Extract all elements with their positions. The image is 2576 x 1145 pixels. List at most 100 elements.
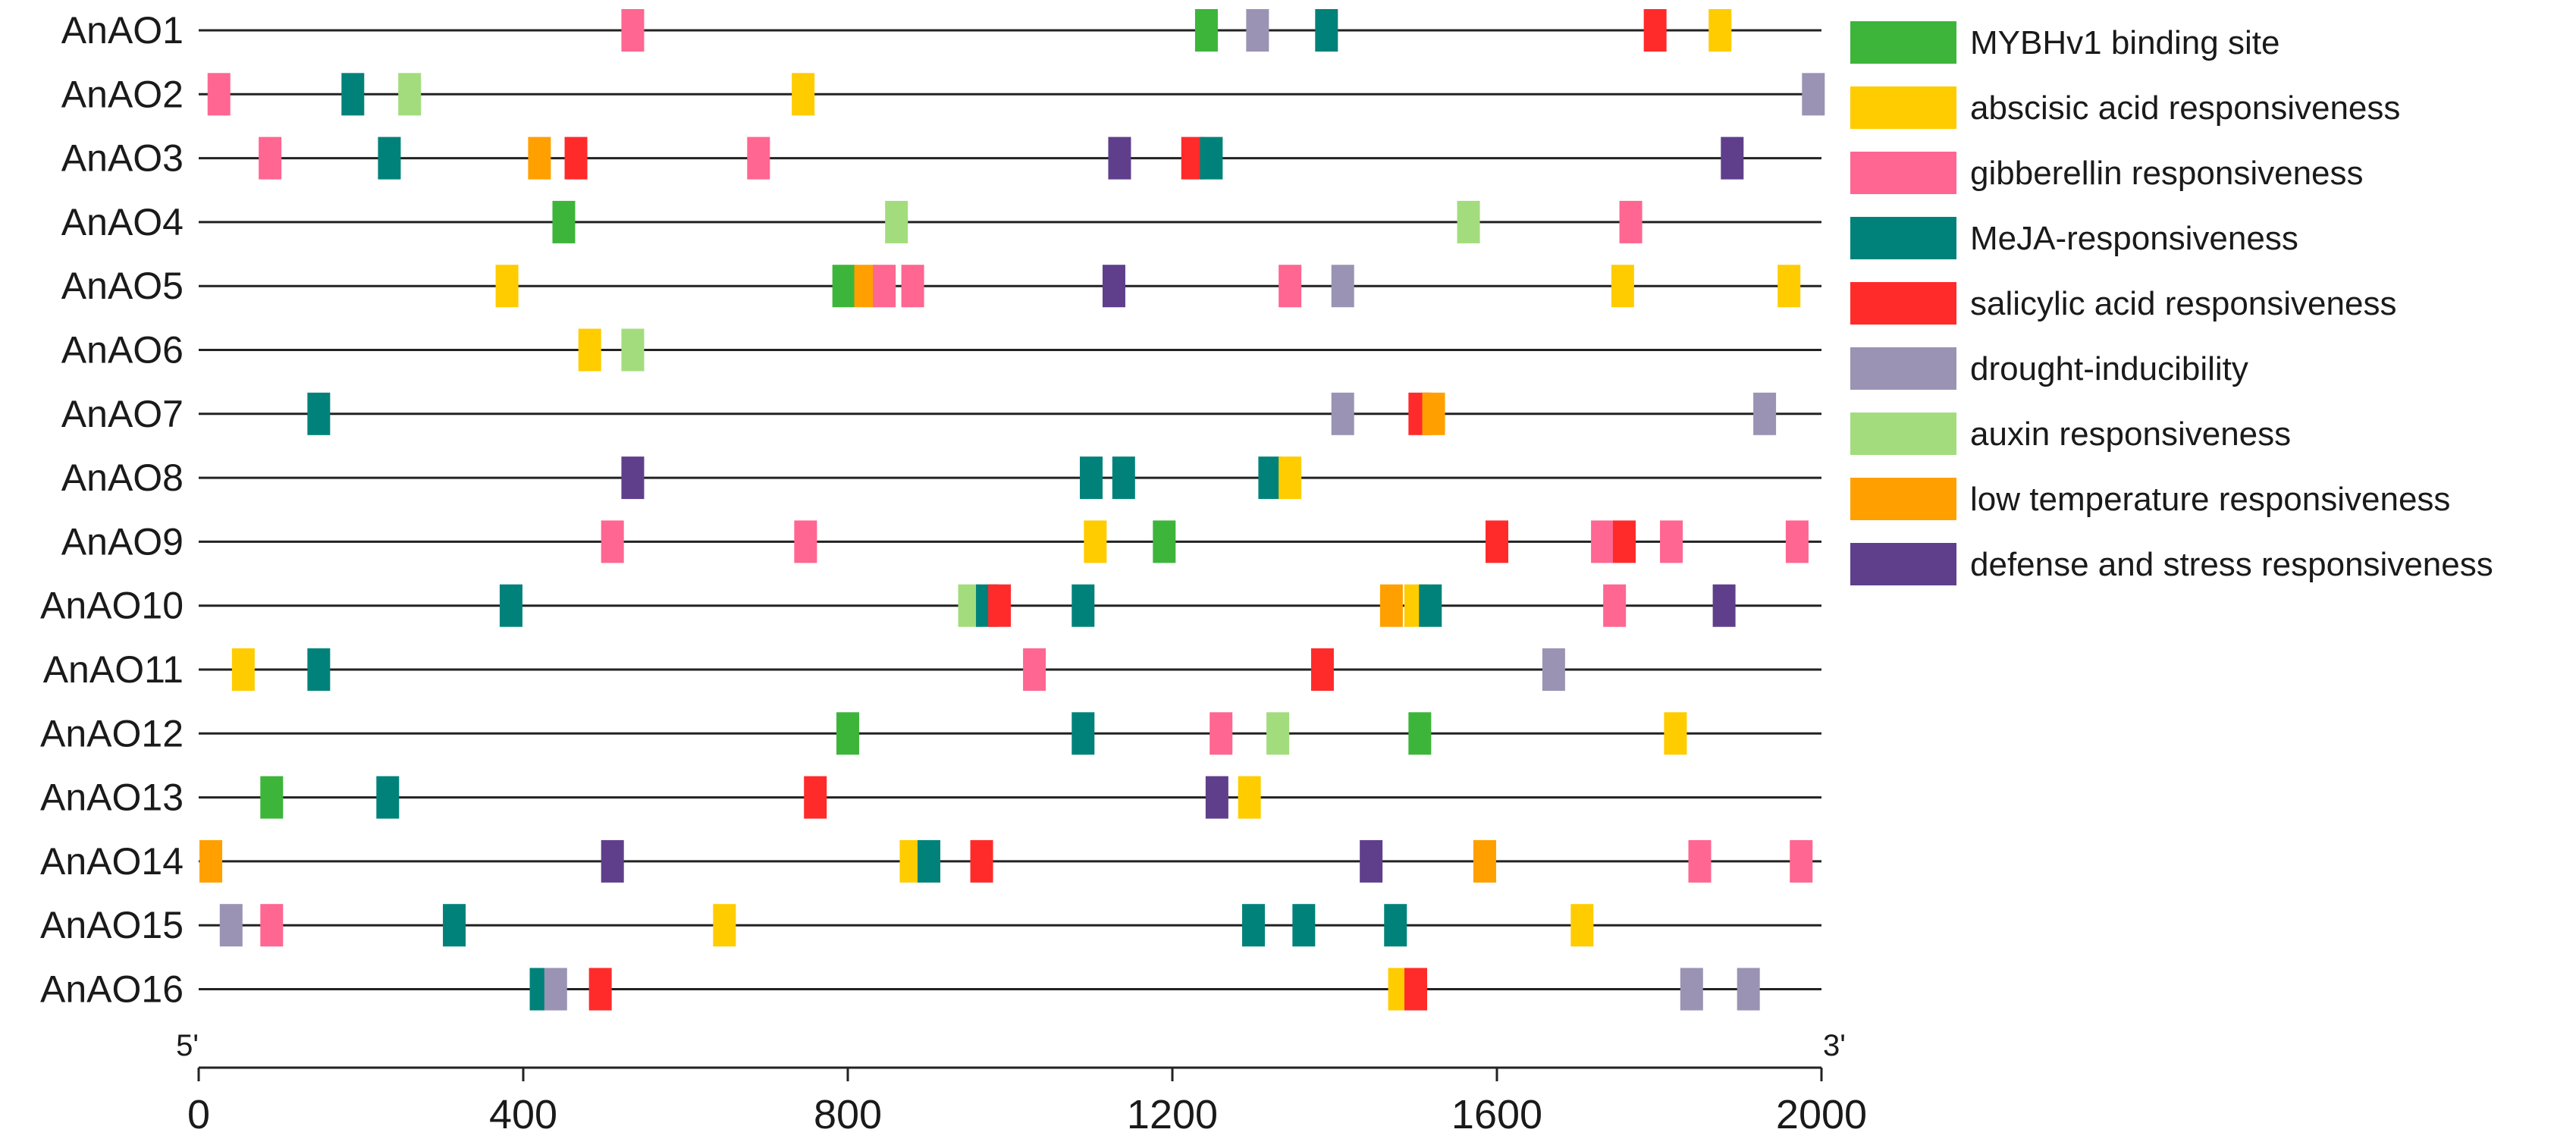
element-box-defense: defense @ 1445 (1360, 839, 1383, 883)
element-box-aba: aba @ 1105 (1084, 520, 1107, 563)
element-box-aba: aba @ 648 (713, 904, 736, 947)
element-box-drought: drought @ 1670 (1542, 648, 1565, 691)
element-box-ga: ga @ 880 (901, 265, 924, 308)
element-box-ga: ga @ 535 (621, 9, 645, 52)
element-box-mybhv1: mybhv1 @ 90 (260, 776, 284, 819)
legend-label: defense and stress responsiveness (1970, 546, 2493, 583)
element-box-meja: meja @ 1248 (1200, 136, 1223, 180)
element-box-sa: sa @ 1757 (1612, 520, 1636, 563)
element-box-ga: ga @ 1970 (1785, 520, 1809, 563)
element-box-aba: aba @ 1820 (1664, 712, 1687, 755)
element-box-meja: meja @ 1300 (1242, 904, 1265, 947)
element-box-ga: ga @ 1975 (1790, 839, 1813, 883)
legend-label: gibberellin responsiveness (1970, 155, 2364, 192)
gene-label: AnAO6 (61, 329, 184, 372)
element-box-sa: sa @ 1600 (1486, 520, 1508, 563)
legend-item-mybhv1: MYBHv1 binding site (1850, 21, 2279, 64)
element-box-auxin: auxin @ 535 (621, 328, 645, 372)
element-box-sa: sa @ 1385 (1310, 648, 1334, 691)
element-box-drought: drought @ 1990 (1802, 73, 1825, 116)
element-box-drought: drought @ 1910 (1737, 968, 1760, 1011)
gene-label: AnAO1 (61, 9, 184, 52)
legend-swatch (1850, 21, 1956, 64)
gene-row-anao5: AnAO5aba @ 380mybhv1 @ 795lowtemp @ 822g… (61, 265, 1821, 308)
element-box-meja: meja @ 385 (499, 584, 522, 627)
element-box-mybhv1: mybhv1 @ 1190 (1153, 520, 1176, 563)
element-box-drought: drought @ 1410 (1331, 392, 1354, 435)
gene-label: AnAO16 (40, 968, 184, 1011)
element-box-auxin: auxin @ 1330 (1266, 712, 1290, 755)
legend-item-lowtemp: low temperature responsiveness (1850, 478, 2450, 520)
gene-row-anao9: AnAO9 ga @ 510 ga @ 748 aba @ 1105 mybhv1 @ … (61, 520, 1821, 563)
x-axis: 0 400 800 1200 1600 2000 5' 3' (176, 1029, 1867, 1137)
element-box-sa: sa @ 1500 (1404, 968, 1427, 1011)
five-prime-label: 5' (176, 1029, 199, 1062)
legend-item-auxin: auxin responsiveness (1850, 413, 2291, 455)
element-box-aba: aba @ 482 (578, 328, 601, 372)
element-box-meja: meja @ 148 (307, 648, 331, 691)
element-box-defense: defense @ 1880 (1712, 584, 1736, 627)
element-box-defense: defense @ 1135 (1108, 136, 1131, 180)
legend-swatch (1850, 152, 1956, 194)
axis-tick-label: 400 (489, 1092, 557, 1137)
legend-label: auxin responsiveness (1970, 416, 2291, 453)
element-box-drought: drought @ 40 (219, 904, 243, 947)
element-box-aba: aba @ 1705 (1570, 904, 1594, 947)
legend-swatch (1850, 413, 1956, 455)
element-box-ga: ga @ 1730 (1591, 520, 1614, 563)
element-box-drought: drought @ 440 (544, 968, 567, 1011)
element-box-mybhv1: mybhv1 @ 450 (552, 200, 576, 243)
legend-label: drought-inducibility (1970, 350, 2248, 387)
element-box-meja: meja @ 190 (341, 73, 365, 116)
gene-row-anao6: AnAO6 aba @ 482 auxin @ 535 (61, 328, 1821, 372)
gene-row-anao14: AnAO14lowtemp @ 15defense @ 510aba @ 878… (40, 839, 1821, 883)
legend-swatch (1850, 86, 1956, 129)
axis-tick-label: 800 (814, 1092, 882, 1137)
legend-item-sa: salicylic acid responsiveness (1850, 282, 2396, 325)
element-box-meja: meja @ 1390 (1315, 9, 1338, 52)
gene-row-anao8: AnAO8 defense @ 535 meja @ 1100 meja @ 1140… (61, 456, 1821, 500)
element-box-aba: aba @ 55 (231, 648, 255, 691)
gene-label: AnAO2 (61, 73, 184, 115)
element-box-meja: meja @ 148 (307, 392, 331, 435)
element-box-ga: ga @ 90 (260, 904, 284, 947)
legend-swatch (1850, 217, 1956, 259)
element-box-ga: ga @ 845 (873, 265, 896, 308)
element-box-ga: ga @ 1850 (1688, 839, 1712, 883)
gene-row-anao12: AnAO12 mybhv1 @ 800 meja @ 1090 ga @ 1260 au… (40, 712, 1821, 755)
gene-label: AnAO9 (61, 520, 184, 563)
element-box-mybhv1: mybhv1 @ 1505 (1408, 712, 1432, 755)
element-box-sa: sa @ 760 (804, 776, 827, 819)
gene-row-anao4: AnAO4 mybhv1 @ 450 auxin @ 860 auxin @ 1565… (61, 200, 1821, 243)
legend-swatch (1850, 347, 1956, 390)
element-box-aba: aba @ 1755 (1611, 265, 1634, 308)
element-box-sa: sa @ 965 (970, 839, 993, 883)
legend-item-ga: gibberellin responsiveness (1850, 152, 2364, 194)
element-box-auxin: auxin @ 260 (398, 73, 422, 116)
legend-label: MYBHv1 binding site (1970, 24, 2279, 61)
legend-swatch (1850, 282, 1956, 325)
axis-tick-label: 1600 (1451, 1092, 1542, 1137)
legend-label: low temperature responsiveness (1970, 481, 2450, 518)
element-box-ga: ga @ 1765 (1619, 200, 1643, 243)
gene-row-anao1: AnAO1 ga @ 535 mybhv1 @ 1242 drought @ 1305… (61, 9, 1821, 52)
element-box-meja: meja @ 900 (918, 839, 940, 883)
element-box-meja: meja @ 233 (376, 776, 400, 819)
legend: MYBHv1 binding site abscisic acid respons… (1850, 21, 2493, 585)
gene-label: AnAO11 (43, 648, 184, 691)
legend-label: MeJA-responsiveness (1970, 220, 2298, 257)
element-box-defense: defense @ 1128 (1102, 265, 1125, 308)
element-box-auxin: auxin @ 860 (885, 200, 908, 243)
gene-label: AnAO3 (61, 137, 184, 180)
gene-row-anao2: AnAO2 ga @ 25 meja @ 190 auxin @ 260 aba @ 7… (61, 73, 1825, 116)
element-box-ga: ga @ 1345 (1279, 265, 1302, 308)
legend-label: abscisic acid responsiveness (1970, 89, 2400, 127)
legend-item-aba: abscisic acid responsiveness (1850, 86, 2400, 129)
element-box-auxin: auxin @ 1565 (1457, 200, 1480, 243)
element-box-drought: drought @ 1410 (1331, 265, 1354, 308)
